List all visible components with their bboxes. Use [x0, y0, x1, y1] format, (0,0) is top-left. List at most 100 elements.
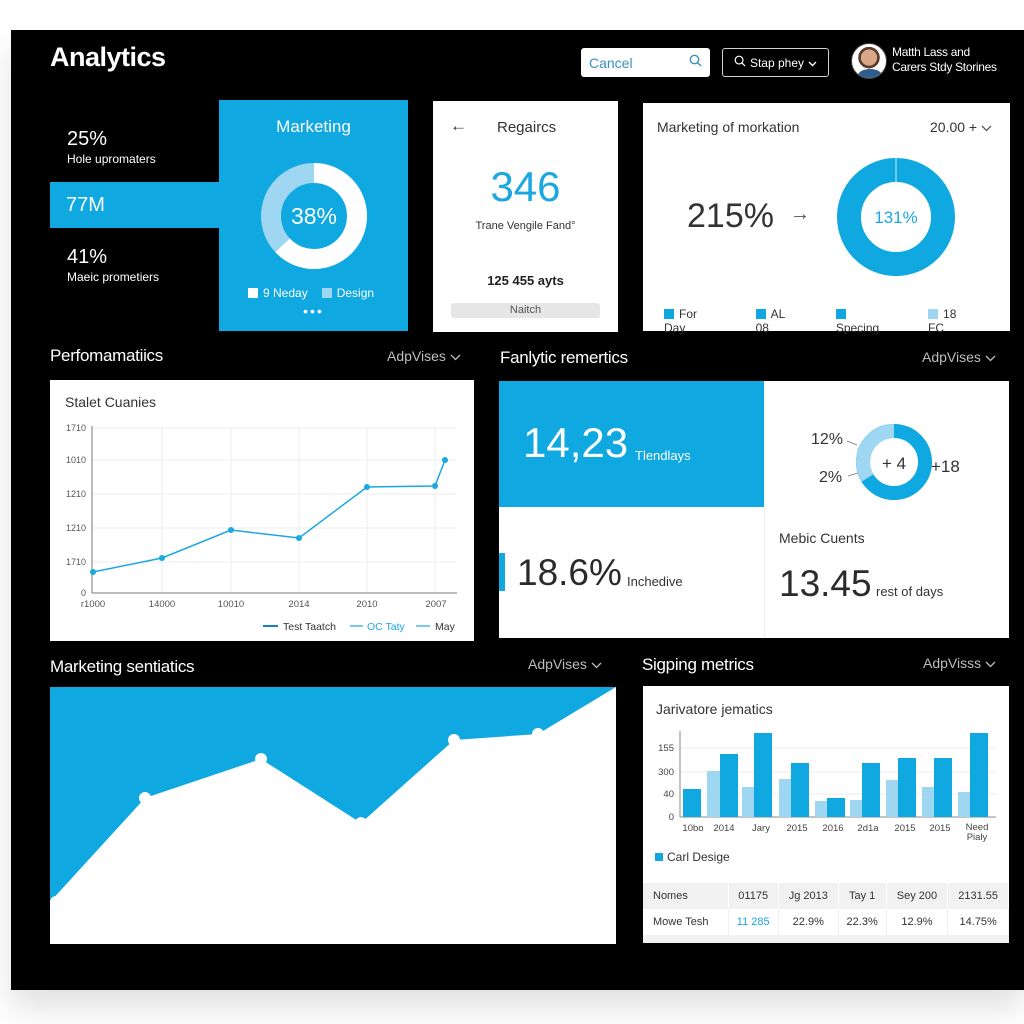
- svg-text:1210: 1210: [66, 523, 86, 533]
- stat-prometiers: 41% Maeic prometiers: [67, 246, 159, 284]
- section-title-performance: Perfomamatiics: [50, 346, 163, 365]
- table-header: 01175: [728, 883, 779, 909]
- line-chart: 1710 1010 1210 1210 1710 0 r1000 14000 1…: [66, 423, 457, 633]
- page-title: Analytics: [50, 42, 166, 72]
- table-header: Nomes: [643, 883, 729, 909]
- stat-band-highlight: 77M: [50, 182, 230, 228]
- svg-text:Jary: Jary: [752, 823, 770, 834]
- stat-label: Hole upromaters: [67, 152, 156, 166]
- svg-text:2%: 2%: [819, 469, 842, 486]
- metric-unit: rest of days: [876, 584, 944, 599]
- legend-swatch: [928, 309, 939, 319]
- search-icon: [734, 55, 746, 70]
- legend-item: AL 08: [755, 307, 800, 335]
- svg-text:300: 300: [658, 767, 674, 778]
- fanlytic-selector[interactable]: AdpVises: [922, 349, 996, 365]
- chart-title: Jarivatore jematics: [656, 701, 773, 717]
- svg-text:1710: 1710: [66, 423, 86, 433]
- fanlytic-primary-tile: 14,23 Tlendlays: [499, 381, 764, 507]
- table-header: 2131.55: [947, 883, 1009, 909]
- signing-selector[interactable]: AdpVisss: [923, 655, 996, 671]
- table-row[interactable]: Mowe Tesh 11 285 22.9% 22.3% 12.9% 14.75…: [643, 909, 1009, 935]
- back-arrow-icon[interactable]: ←: [450, 116, 467, 135]
- metric-value: 13.45: [779, 563, 872, 604]
- chevron-down-icon: [591, 656, 602, 672]
- marketing-donut-chart: 38%: [261, 163, 367, 269]
- marketing-stats-selector[interactable]: AdpVises: [528, 656, 602, 672]
- table-header: Sey 200: [886, 883, 949, 909]
- svg-text:2016: 2016: [822, 823, 843, 834]
- kpi-value: 346: [490, 163, 561, 210]
- legend-swatch: [664, 309, 674, 319]
- card-title: Marketing: [276, 117, 351, 136]
- table-header: Jg 2013: [778, 883, 839, 909]
- svg-text:Need: Need: [966, 822, 989, 833]
- morkation-legend: For Day AL 08 Specing 18 FC: [664, 307, 1010, 335]
- kpi-value: 215%: [687, 197, 774, 235]
- naitch-button[interactable]: Naitch: [451, 303, 600, 318]
- svg-text:1210: 1210: [66, 489, 86, 499]
- kpi-unit: Tlendlays: [635, 448, 691, 463]
- search-input[interactable]: [589, 54, 679, 71]
- regaircs-card: ← Regaircs 346 Trane Vengile Fand° 125 4…: [433, 101, 618, 332]
- svg-text:2015: 2015: [929, 823, 950, 834]
- donut-center-value: 38%: [291, 203, 337, 229]
- legend-label: AL 08: [755, 307, 785, 335]
- legend-swatch: [835, 309, 846, 319]
- legend-swatch: [655, 853, 663, 861]
- chevron-down-icon: [985, 349, 996, 365]
- more-options-icon[interactable]: •••: [303, 303, 324, 319]
- legend-swatch: [755, 309, 766, 319]
- svg-text:40: 40: [663, 789, 674, 800]
- svg-text:2014: 2014: [713, 823, 734, 834]
- stat-value: 77M: [66, 194, 105, 216]
- svg-text:155: 155: [658, 743, 674, 754]
- legend-label: 18 FC: [928, 307, 957, 335]
- stat-value: 41%: [67, 246, 108, 268]
- signing-metrics-card: Jarivatore jematics 155 300 40 0: [643, 686, 1009, 943]
- bar-chart: 155 300 40 0 10bo: [658, 731, 996, 843]
- svg-text:May: May: [435, 621, 456, 633]
- svg-text:10010: 10010: [218, 599, 244, 610]
- fanlytic-secondary-row: 18.6% Inchedive Mebic Cuents 13.45 rest …: [499, 507, 1009, 638]
- area-chart: [50, 687, 616, 944]
- search-box[interactable]: [581, 48, 710, 77]
- section-title-fanlytic: Fanlytic remertics: [500, 348, 628, 367]
- range-selector[interactable]: 20.00 +: [930, 119, 992, 135]
- morkation-donut-chart: 131%: [837, 158, 955, 276]
- legend-label: Design: [336, 286, 375, 300]
- svg-text:12%: 12%: [811, 431, 843, 448]
- marketing-legend: 9 Neday Design: [248, 286, 374, 300]
- avatar[interactable]: [851, 43, 887, 79]
- svg-text:0: 0: [669, 812, 674, 823]
- svg-text:Test Taatch: Test Taatch: [283, 621, 336, 633]
- performance-selector[interactable]: AdpVises: [387, 348, 461, 364]
- legend-item: 9 Neday: [248, 286, 308, 300]
- svg-text:r1000: r1000: [81, 599, 105, 610]
- card-title: Regaircs: [497, 119, 557, 136]
- selector-label: AdpVises: [922, 349, 981, 365]
- table-cell: 14.75%: [947, 909, 1009, 935]
- svg-text:2015: 2015: [786, 823, 807, 834]
- fanlytic-donut-chart: + 4 12% 2% +18: [811, 424, 960, 500]
- svg-text:+18: +18: [931, 457, 960, 476]
- legend-item: 18 FC: [928, 307, 974, 335]
- card-title: Marketing of morkation: [657, 119, 800, 135]
- avatar-shirt: [858, 69, 882, 78]
- svg-text:+ 4: + 4: [882, 454, 906, 473]
- svg-text:2d1a: 2d1a: [857, 823, 879, 834]
- table-cell: 11 285: [728, 909, 779, 935]
- filter-dropdown-button[interactable]: Stap phey: [722, 48, 829, 77]
- legend-label: Specing: [835, 321, 880, 335]
- svg-text:2007: 2007: [425, 599, 446, 610]
- svg-text:1010: 1010: [66, 455, 86, 465]
- metric-label: Mebic Cuents: [779, 530, 865, 546]
- search-icon[interactable]: [689, 54, 702, 72]
- performance-card: Stalet Cuanies 1710 1010 1210 1210 1710 …: [50, 380, 474, 641]
- svg-text:OC Taty: OC Taty: [367, 621, 405, 633]
- user-name[interactable]: Matth Lass and Carers Stdy Storines: [892, 45, 997, 75]
- bar-chart-legend: Carl Desige: [655, 850, 730, 864]
- marketing-card: Marketing 38% 9 Neday Design •••: [219, 100, 408, 331]
- stat-promoters: 25% Hole upromaters: [67, 128, 156, 166]
- fanlytic-donut-tile: + 4 12% 2% +18: [764, 381, 1009, 507]
